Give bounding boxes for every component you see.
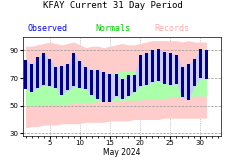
Bar [72, 53, 75, 86]
Bar [42, 53, 45, 85]
Bar [96, 70, 99, 99]
Bar [114, 74, 117, 96]
Bar [30, 64, 33, 92]
Text: Normals: Normals [95, 24, 130, 33]
Bar [174, 54, 177, 83]
Bar [162, 52, 165, 83]
Bar [102, 73, 105, 102]
Text: Records: Records [154, 24, 188, 33]
Bar [48, 59, 51, 86]
Bar [180, 67, 183, 97]
Bar [198, 49, 201, 78]
Bar [54, 67, 57, 88]
Bar [192, 59, 195, 86]
Bar [84, 67, 87, 89]
Bar [36, 57, 39, 88]
Bar [132, 75, 135, 92]
Bar [138, 54, 141, 86]
X-axis label: May 2024: May 2024 [103, 148, 140, 157]
Bar [78, 61, 81, 88]
Bar [144, 53, 147, 85]
Bar [60, 66, 63, 95]
Bar [24, 60, 27, 89]
Bar [66, 64, 69, 90]
Bar [120, 79, 123, 99]
Bar [126, 75, 129, 96]
Bar [204, 50, 207, 79]
Bar [108, 74, 111, 102]
Bar [150, 50, 153, 82]
Bar [90, 70, 93, 95]
Bar [156, 49, 159, 81]
Bar [186, 64, 189, 100]
Text: Observed: Observed [27, 24, 67, 33]
Text: KFAY Current 31 Day Period: KFAY Current 31 Day Period [43, 1, 182, 10]
Bar [168, 53, 171, 85]
